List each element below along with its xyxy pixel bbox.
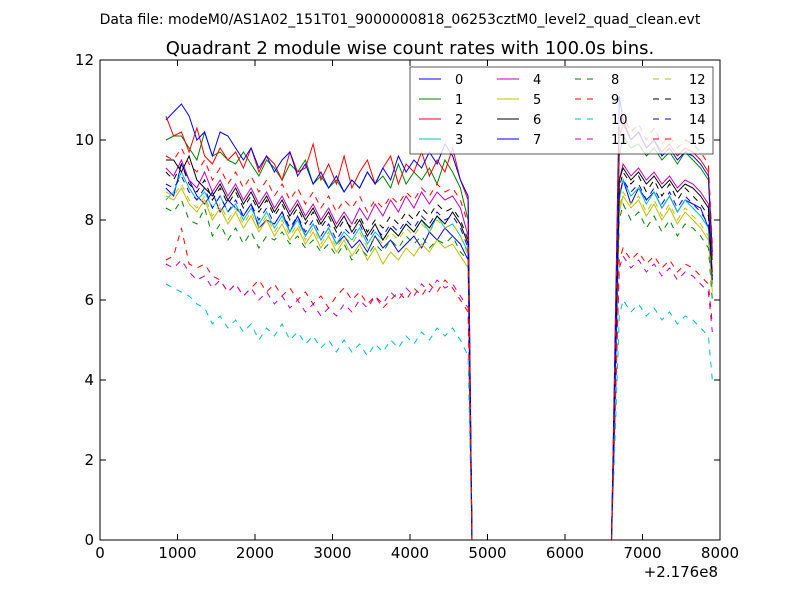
legend-label-6: 6 (533, 113, 541, 128)
legend-label-11: 11 (611, 133, 628, 148)
legend-label-10: 10 (611, 113, 628, 128)
y-tick-label: 12 (75, 51, 94, 69)
y-tick-label: 8 (84, 211, 94, 229)
x-tick-label: 7000 (623, 544, 661, 562)
legend-label-9: 9 (611, 93, 619, 108)
x-tick-label: 6000 (546, 544, 584, 562)
x-tick-label: 8000 (701, 544, 739, 562)
legend-label-7: 7 (533, 133, 541, 148)
series-line-10 (165, 283, 713, 541)
axes-layer: 0 1000 2000 3000 4000 5000 6000 7000 80000246810… (75, 51, 739, 562)
x-tick-label: 3000 (313, 544, 351, 562)
x-axis-offset-label: +2.176e8 (644, 563, 718, 581)
legend-label-1: 1 (455, 93, 463, 108)
legend-label-14: 14 (689, 113, 706, 128)
legend-box (409, 66, 714, 155)
series-line-11 (165, 254, 713, 541)
x-tick-label: 5000 (468, 544, 506, 562)
x-tick-label: 2000 (236, 544, 274, 562)
chart-suptitle: Data file: modeM0/AS1A02_151T01_90000008… (100, 12, 701, 28)
series-line-8 (165, 198, 713, 541)
x-tick-label: 4000 (391, 544, 429, 562)
y-tick-label: 2 (84, 451, 94, 469)
legend-label-5: 5 (533, 93, 541, 108)
x-tick-label: 1000 (158, 544, 196, 562)
legend-label-12: 12 (689, 73, 706, 88)
legend-label-4: 4 (533, 73, 541, 88)
y-tick-label: 4 (84, 371, 94, 389)
legend-label-8: 8 (611, 73, 619, 88)
legend-label-15: 15 (689, 133, 706, 148)
x-tick-label: 0 (95, 544, 105, 562)
series-line-4 (165, 158, 713, 541)
series-line-14 (165, 174, 713, 541)
series-line-9 (165, 227, 713, 541)
legend-label-13: 13 (689, 93, 706, 108)
series-line-13 (165, 162, 713, 541)
legend-label-3: 3 (455, 133, 463, 148)
y-tick-label: 10 (75, 131, 94, 149)
y-tick-label: 6 (84, 291, 94, 309)
series-line-3 (165, 170, 713, 541)
series-layer (165, 95, 713, 541)
series-line-12 (165, 182, 713, 541)
chart-title: Quadrant 2 module wise count rates with … (166, 38, 655, 59)
series-line-5 (165, 186, 713, 541)
legend-label-2: 2 (455, 113, 463, 128)
legend-label-0: 0 (455, 73, 463, 88)
y-tick-label: 0 (84, 531, 94, 549)
